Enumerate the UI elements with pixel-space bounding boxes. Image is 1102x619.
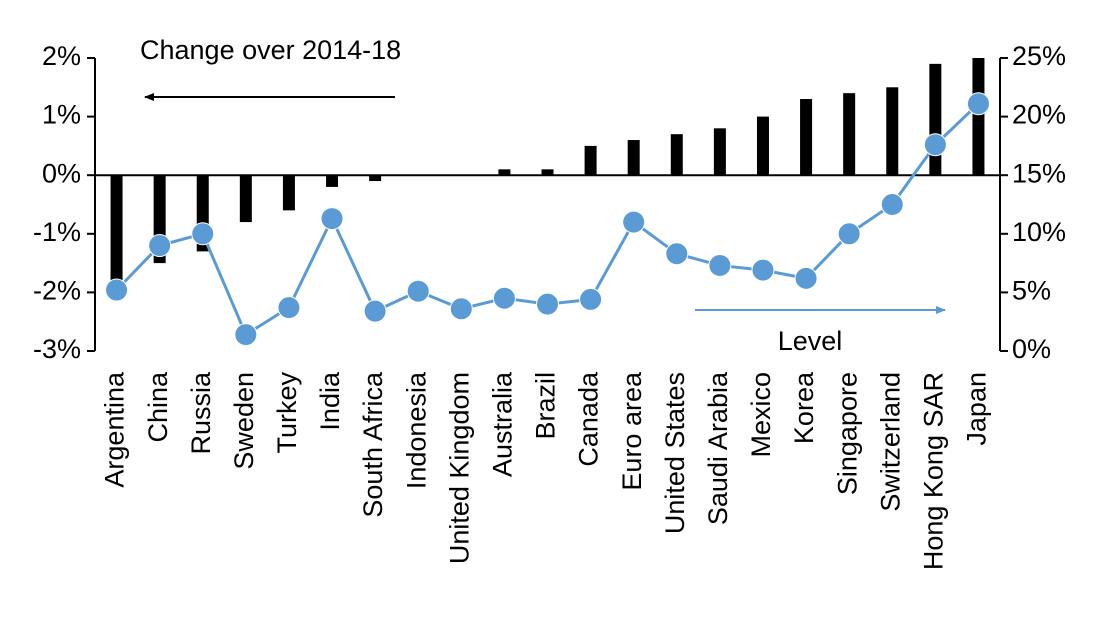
x-tick-label: United States (660, 372, 690, 534)
bar (800, 99, 813, 176)
annotation: Change over 2014-18 (140, 35, 401, 65)
point (406, 279, 430, 303)
x-tick-label: Singapore (832, 372, 862, 495)
x-tick-label: Turkey (272, 372, 302, 454)
bar (929, 63, 942, 176)
bar (541, 169, 554, 176)
y2-tick-label: 0% (1012, 334, 1051, 364)
point (148, 234, 172, 258)
annotation: Level (778, 326, 843, 356)
bar (326, 175, 339, 187)
x-tick-label: Russia (186, 371, 216, 455)
y-tick-label: 1% (42, 100, 81, 130)
point (234, 323, 258, 347)
x-tick-label: Australia (488, 371, 518, 477)
bar (756, 116, 769, 176)
point (363, 299, 387, 323)
bar (110, 175, 123, 281)
x-tick-label: Korea (789, 371, 819, 444)
point (536, 292, 559, 316)
bar (584, 145, 597, 176)
point (708, 253, 732, 277)
x-tick-label: United Kingdom (444, 372, 474, 564)
point (665, 242, 689, 266)
bar (627, 140, 640, 176)
point (923, 133, 947, 157)
point (751, 258, 775, 282)
point (277, 296, 301, 320)
bar (369, 175, 382, 182)
x-tick-label: Japan (962, 372, 992, 446)
y-tick-label: -2% (33, 276, 81, 306)
x-tick-label: India (315, 371, 345, 431)
point (880, 193, 904, 216)
y2-tick-label: 15% (1012, 158, 1066, 188)
bar (239, 175, 252, 223)
x-tick-label: Canada (574, 371, 604, 467)
bar (498, 169, 511, 176)
point (837, 222, 861, 246)
y2-tick-label: 20% (1012, 100, 1066, 130)
x-tick-label: Saudi Arabia (703, 371, 733, 525)
point (794, 266, 818, 290)
y2-tick-label: 25% (1012, 41, 1066, 71)
point (492, 286, 516, 310)
bar (843, 93, 856, 176)
x-tick-label: China (143, 371, 173, 443)
x-tick-label: South Africa (358, 371, 388, 518)
point (320, 207, 344, 231)
bar (713, 128, 726, 176)
x-tick-label: Switzerland (875, 372, 905, 512)
point (622, 210, 646, 234)
y2-tick-label: 5% (1012, 276, 1051, 306)
y-tick-label: -1% (33, 217, 81, 247)
y2-tick-label: 10% (1012, 217, 1066, 247)
y-tick-label: -3% (33, 334, 81, 364)
y-tick-label: 0% (42, 158, 81, 188)
x-tick-label: Euro area (617, 371, 647, 491)
bar (670, 134, 683, 176)
x-tick-label: Argentina (100, 371, 130, 488)
point (966, 92, 990, 116)
bar (972, 58, 985, 176)
x-tick-label: Brazil (531, 372, 561, 440)
y-tick-label: 2% (42, 41, 81, 71)
point (579, 287, 603, 311)
x-tick-label: Sweden (229, 372, 259, 470)
x-tick-label: Indonesia (401, 371, 431, 489)
bar (886, 87, 899, 176)
point (191, 222, 215, 246)
bar (282, 175, 295, 211)
x-tick-label: Hong Kong SAR (918, 372, 948, 570)
point (105, 278, 129, 302)
x-tick-label: Mexico (746, 372, 776, 458)
point (449, 297, 473, 321)
